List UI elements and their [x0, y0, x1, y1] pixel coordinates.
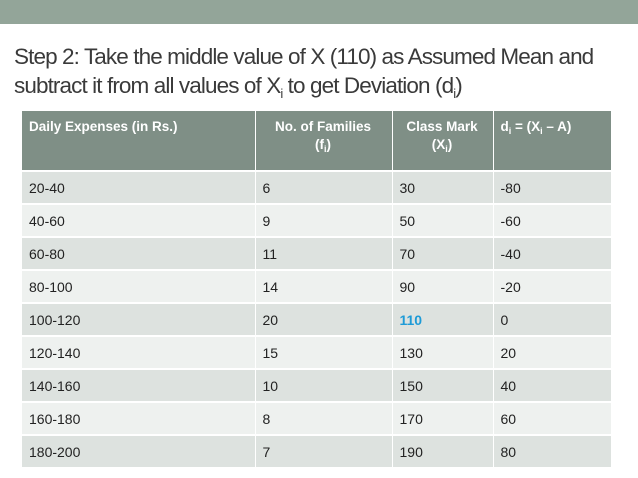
cell-deviation: -40 [492, 236, 611, 270]
table-row: 60-80 11 70 -40 [22, 236, 611, 270]
cell-class-mark: 150 [391, 368, 493, 402]
cell-class-mark: 50 [391, 203, 493, 237]
table-row: 140-160 10 150 40 [22, 368, 611, 402]
header-class-mark: Class Mark (Xi) [391, 111, 493, 171]
cell-deviation: 20 [492, 335, 611, 369]
title-subscript-i: i [280, 86, 283, 101]
table-row: 40-60 9 50 -60 [22, 203, 611, 237]
table-row-assumed-mean: 100-120 20 110 0 [22, 302, 611, 336]
cell-class-mark: 190 [391, 434, 493, 467]
cell-families: 20 [254, 302, 392, 336]
cell-families: 14 [254, 269, 392, 303]
table-row: 20-40 6 30 -80 [22, 170, 611, 204]
cell-families: 9 [254, 203, 392, 237]
cell-families: 11 [254, 236, 392, 270]
title-text-part2: to get Deviation (d [282, 73, 454, 98]
cell-deviation: 60 [492, 401, 611, 435]
cell-class-mark: 90 [391, 269, 493, 303]
title-text-part3: ) [455, 73, 462, 98]
cell-expenses: 20-40 [22, 170, 255, 204]
cell-families: 15 [254, 335, 392, 369]
cell-deviation: 0 [492, 302, 611, 336]
cell-deviation: -20 [492, 269, 611, 303]
table-row: 160-180 8 170 60 [22, 401, 611, 435]
header-daily-expenses: Daily Expenses (in Rs.) [22, 111, 255, 171]
table-row: 120-140 15 130 20 [22, 335, 611, 369]
cell-expenses: 180-200 [22, 434, 255, 467]
cell-class-mark: 170 [391, 401, 493, 435]
slide-title: Step 2: Take the middle value of X (110)… [14, 42, 629, 100]
cell-class-mark: 130 [391, 335, 493, 369]
cell-class-mark: 30 [391, 170, 493, 204]
top-accent-band [0, 0, 638, 24]
header-no-of-families: No. of Families (fi) [254, 111, 392, 171]
title-subscript-i2: i [453, 86, 456, 101]
cell-expenses: 40-60 [22, 203, 255, 237]
cell-deviation: -80 [492, 170, 611, 204]
cell-expenses: 140-160 [22, 368, 255, 402]
cell-deviation: 40 [492, 368, 611, 402]
table-header-row: Daily Expenses (in Rs.) No. of Families(… [22, 111, 611, 171]
cell-families: 6 [254, 170, 392, 204]
cell-families: 10 [254, 368, 392, 402]
cell-deviation: 80 [492, 434, 611, 467]
cell-expenses: 60-80 [22, 236, 255, 270]
cell-expenses: 160-180 [22, 401, 255, 435]
cell-class-mark-highlighted: 110 [391, 302, 493, 336]
header-deviation: di = (Xi – A) [492, 111, 611, 171]
table-row: 80-100 14 90 -20 [22, 269, 611, 303]
cell-class-mark: 70 [391, 236, 493, 270]
cell-expenses: 100-120 [22, 302, 255, 336]
cell-expenses: 80-100 [22, 269, 255, 303]
table-row: 180-200 7 190 80 [22, 434, 611, 467]
cell-families: 7 [254, 434, 392, 467]
deviation-table: Daily Expenses (in Rs.) No. of Families(… [22, 111, 611, 467]
cell-deviation: -60 [492, 203, 611, 237]
cell-expenses: 120-140 [22, 335, 255, 369]
title-text-part1: Step 2: Take the middle value of X (110)… [14, 44, 594, 98]
cell-families: 8 [254, 401, 392, 435]
